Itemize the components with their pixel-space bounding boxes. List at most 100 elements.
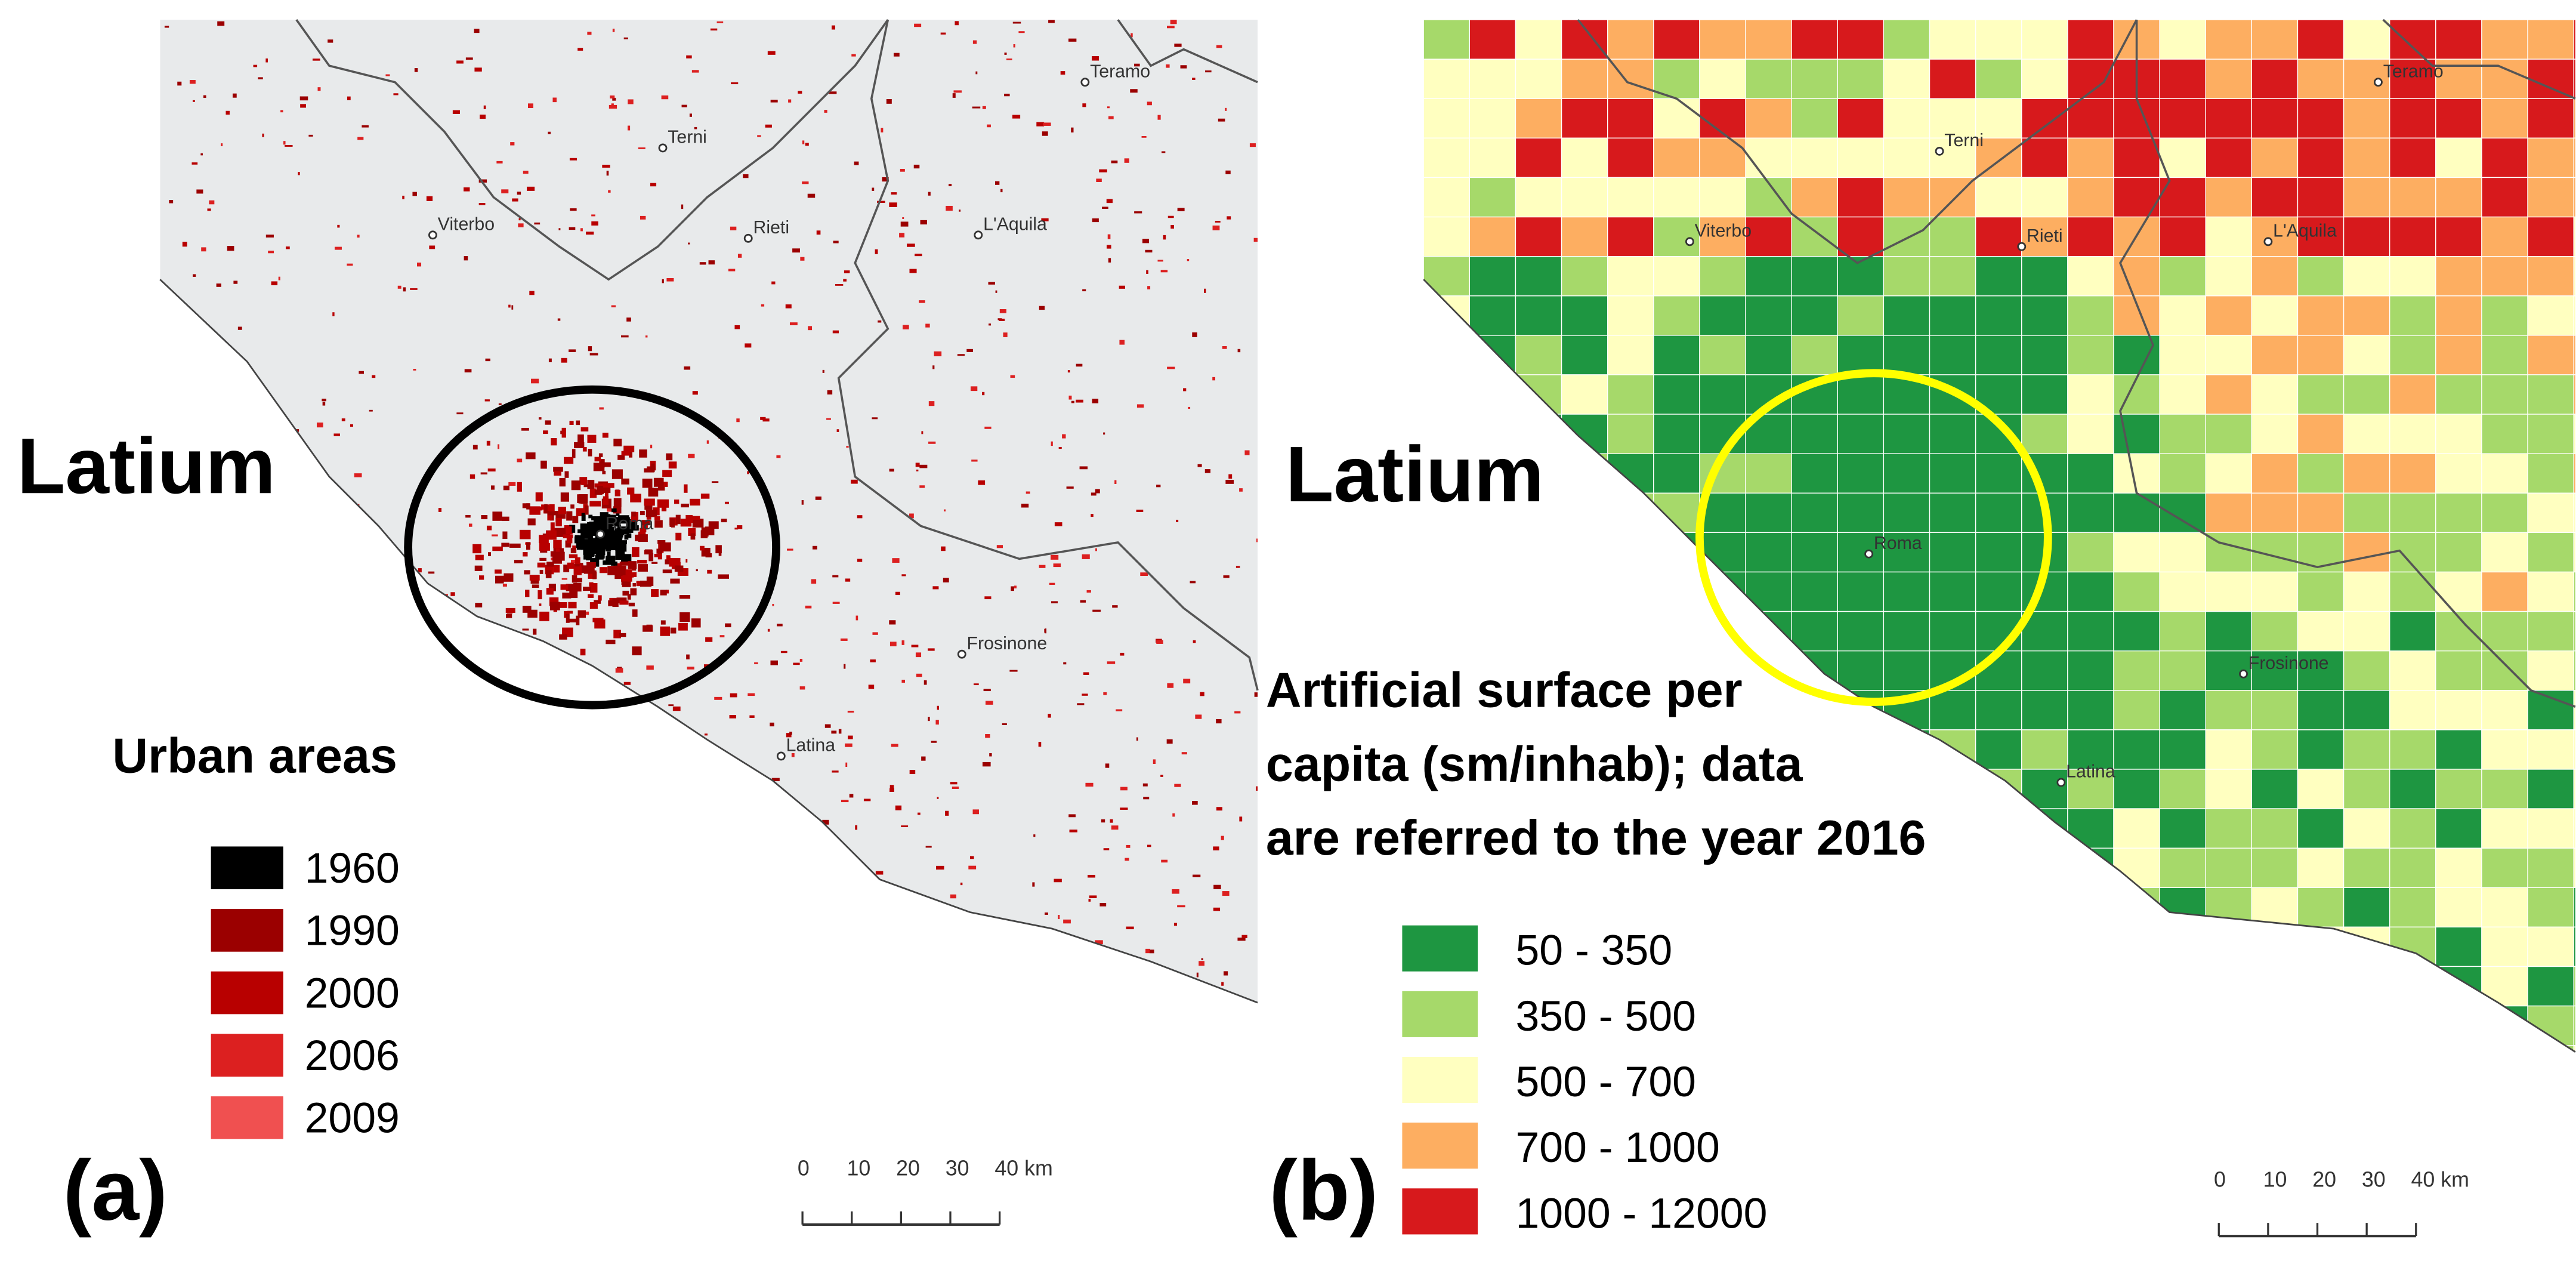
speck	[573, 578, 582, 582]
city-label: L'Aquila	[983, 215, 1047, 235]
municipality	[1561, 98, 1608, 139]
speck	[1192, 78, 1196, 80]
speck	[1000, 189, 1003, 193]
municipality	[2573, 177, 2575, 218]
municipality	[1423, 58, 1471, 99]
municipality	[2343, 847, 2390, 888]
municipality	[1791, 453, 1838, 494]
speck	[777, 813, 784, 818]
municipality	[1653, 216, 1700, 257]
speck	[625, 528, 634, 533]
municipality	[1469, 571, 1516, 612]
speck	[915, 254, 922, 257]
speck	[785, 304, 792, 309]
municipality	[1469, 295, 1516, 336]
municipality	[1561, 492, 1608, 534]
municipality	[2527, 926, 2574, 967]
municipality	[1837, 98, 1885, 139]
city-dot	[776, 751, 786, 761]
speck	[844, 270, 850, 273]
speck	[474, 29, 480, 33]
municipality	[2435, 1005, 2482, 1046]
municipality	[2527, 1044, 2574, 1052]
speck	[330, 899, 332, 903]
speck	[632, 547, 640, 557]
municipality	[1975, 729, 2022, 770]
municipality	[1837, 492, 1885, 534]
municipality	[2527, 847, 2574, 888]
speck	[553, 539, 562, 548]
scale-label: 10	[2263, 1168, 2287, 1192]
speck	[808, 326, 813, 331]
speck	[847, 710, 854, 713]
speck	[743, 174, 749, 178]
speck	[629, 451, 633, 458]
speck	[357, 235, 360, 238]
speck	[283, 141, 286, 145]
speck	[594, 600, 601, 604]
municipality	[2297, 1044, 2345, 1052]
speck	[807, 888, 809, 892]
speck	[554, 551, 565, 561]
city-label: Frosinone	[2248, 653, 2329, 673]
speck	[566, 511, 573, 521]
municipality	[2389, 1005, 2436, 1046]
speck	[337, 224, 340, 228]
speck	[546, 562, 554, 567]
speck	[772, 603, 774, 606]
speck	[672, 706, 681, 711]
speck	[428, 596, 433, 599]
municipality	[2389, 847, 2436, 888]
speck	[537, 704, 542, 708]
municipality	[2067, 1005, 2114, 1046]
municipality	[2251, 808, 2299, 849]
speck	[604, 489, 609, 500]
speck	[929, 981, 937, 984]
speck	[661, 482, 668, 487]
city-dot	[1935, 146, 1944, 156]
speck	[679, 595, 691, 599]
speck	[510, 142, 515, 146]
legend-label: 1000 - 12000	[1515, 1189, 1767, 1237]
speck	[1092, 56, 1099, 61]
speck	[480, 472, 487, 474]
municipality	[2021, 1044, 2068, 1052]
municipality	[2389, 650, 2436, 691]
speck	[450, 592, 455, 596]
speck	[878, 320, 882, 323]
municipality	[2113, 1044, 2160, 1052]
speck	[543, 430, 548, 434]
speck	[716, 764, 721, 768]
speck	[1221, 836, 1224, 840]
speck	[1180, 65, 1187, 69]
municipality	[2573, 847, 2575, 888]
municipality	[1837, 887, 1885, 928]
municipality	[2251, 611, 2299, 652]
speck	[265, 235, 274, 238]
speck	[1120, 652, 1125, 656]
speck	[373, 596, 378, 601]
municipality	[1837, 374, 1885, 415]
speck	[558, 507, 567, 514]
municipality	[2527, 808, 2574, 849]
municipality	[1975, 453, 2022, 494]
speck	[481, 515, 488, 520]
speck	[767, 51, 776, 55]
speck	[625, 569, 632, 575]
speck	[728, 269, 736, 272]
speck	[544, 988, 550, 992]
speck	[555, 517, 562, 526]
municipality	[2205, 1005, 2253, 1046]
speck	[1183, 388, 1187, 391]
municipality	[2251, 453, 2299, 494]
city-label: Latina	[2066, 762, 2115, 782]
speck	[851, 54, 856, 57]
speck	[211, 835, 220, 839]
municipality	[2343, 98, 2390, 139]
speck	[1043, 122, 1051, 126]
municipality	[2067, 295, 2114, 336]
municipality	[2159, 887, 2206, 928]
municipality	[2435, 532, 2482, 573]
speck	[1256, 786, 1258, 791]
municipality	[2297, 650, 2345, 691]
